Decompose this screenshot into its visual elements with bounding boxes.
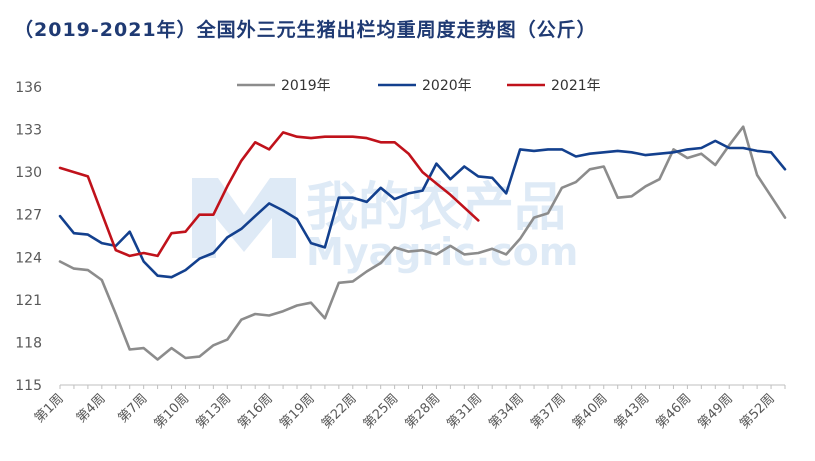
x-tick-label: 第4周 xyxy=(74,391,109,426)
x-tick-label: 第34周 xyxy=(486,391,527,432)
y-tick-label: 121 xyxy=(15,293,42,309)
legend-label: 2019年 xyxy=(281,78,331,94)
watermark-logo-icon xyxy=(192,178,296,258)
x-tick-label: 第16周 xyxy=(235,391,276,432)
y-tick-label: 133 xyxy=(15,123,42,139)
watermark-cn-text: 我的农产品 xyxy=(306,178,566,238)
series-line-2019年 xyxy=(58,125,787,361)
x-tick-label: 第7周 xyxy=(116,391,151,426)
x-tick-label: 第46周 xyxy=(654,391,695,432)
chart-title: （2019-2021年）全国外三元生猪出栏均重周度走势图（公斤） xyxy=(14,19,597,41)
x-tick-label: 第22周 xyxy=(319,391,360,432)
x-tick-label: 第37周 xyxy=(528,391,569,432)
y-tick-label: 118 xyxy=(15,335,42,351)
x-tick-label: 第10周 xyxy=(152,391,193,432)
x-tick-label: 第25周 xyxy=(361,391,402,432)
x-tick-label: 第31周 xyxy=(444,391,485,432)
x-tick-label: 第40周 xyxy=(570,391,611,432)
y-tick-label: 124 xyxy=(15,250,42,266)
x-tick-label: 第49周 xyxy=(695,391,736,432)
y-tick-label: 130 xyxy=(15,165,42,181)
y-axis: 115 118 121 124 127 130 133 136 xyxy=(15,80,42,394)
watermark: 我的农产品 Myagric.com xyxy=(192,178,578,274)
x-tick-label: 第43周 xyxy=(612,391,653,432)
series-lines xyxy=(58,125,787,361)
x-axis xyxy=(59,384,786,389)
y-tick-label: 136 xyxy=(15,80,42,96)
x-axis-labels: 第1周 第4周 第7周 第10周 第13周 第16周 第19周 第22周 第25周 第28周 第31… xyxy=(32,391,778,432)
y-tick-label: 127 xyxy=(15,208,42,224)
legend-label: 2021年 xyxy=(551,78,601,94)
legend: 2019年 2020年 2021年 xyxy=(237,78,601,94)
x-tick-label: 第13周 xyxy=(193,391,234,432)
series-line-2020年 xyxy=(58,139,787,279)
x-tick-label: 第1周 xyxy=(32,391,67,426)
x-tick-label: 第19周 xyxy=(277,391,318,432)
x-tick-label: 第28周 xyxy=(403,391,444,432)
legend-label: 2020年 xyxy=(422,78,472,94)
y-tick-label: 115 xyxy=(15,378,42,394)
x-tick-label: 第52周 xyxy=(737,391,778,432)
series-line-2021年 xyxy=(58,131,480,258)
